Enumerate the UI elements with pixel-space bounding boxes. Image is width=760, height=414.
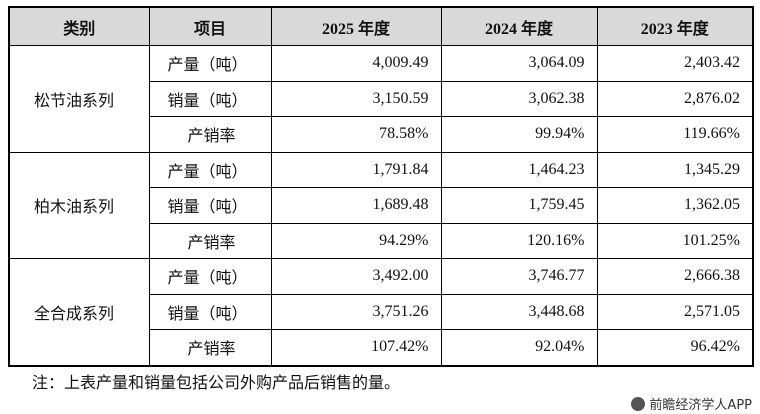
item-cell: 产销率	[148, 329, 272, 366]
table-row: 销量（吨） 1,689.48 1,759.45 1,362.05	[9, 187, 754, 224]
source-text: 前瞻经济学人APP	[649, 398, 752, 413]
note: 注：上表产量和销量包括公司外购产品后销售的量。	[32, 375, 401, 392]
category-cell: 全合成系列	[8, 258, 150, 366]
source: 前瞻经济学人APP	[631, 394, 752, 413]
value-cell: 1,345.29	[596, 151, 754, 188]
header-cell: 2025 年度	[270, 6, 442, 46]
item-cell: 产销率	[148, 116, 272, 153]
data-table: 类别 项目 2025 年度 2024 年度 2023 年度 松节油系列 产量（吨） 4,00…	[8, 6, 754, 367]
category-cell: 松节油系列	[8, 45, 150, 153]
category-cell: 柏木油系列	[8, 151, 150, 259]
item-cell: 销量（吨）	[148, 187, 272, 224]
table-row: 产销率 78.58% 99.94% 119.66%	[9, 116, 754, 153]
table-row: 产销率 107.42% 92.04% 96.42%	[9, 329, 754, 366]
value-cell: 3,150.59	[270, 80, 442, 117]
item-cell: 产量（吨）	[148, 258, 272, 295]
table-row: 销量（吨） 3,150.59 3,062.38 2,876.02	[9, 80, 754, 117]
table-row: 松节油系列 产量（吨） 4,009.49 3,064.09 2,403.42	[8, 45, 754, 153]
item-cell: 销量（吨）	[148, 80, 272, 117]
value-cell: 1,689.48	[270, 187, 442, 224]
header-cell: 2023 年度	[596, 6, 754, 46]
value-cell: 3,492.00	[270, 258, 442, 295]
value-cell: 96.42%	[596, 329, 754, 366]
value-cell: 1,464.23	[440, 151, 598, 188]
item-cell: 产量（吨）	[148, 151, 272, 188]
value-cell: 3,448.68	[440, 293, 598, 330]
table-row: 柏木油系列 产量（吨） 1,791.84 1,464.23 1,345.29	[8, 151, 754, 259]
header-cell: 项目	[148, 6, 272, 46]
header-cell: 2024 年度	[440, 6, 598, 46]
value-cell: 2,403.42	[596, 45, 754, 82]
value-cell: 107.42%	[270, 329, 442, 366]
value-cell: 119.66%	[596, 116, 754, 153]
value-cell: 101.25%	[596, 222, 754, 259]
value-cell: 3,062.38	[440, 80, 598, 117]
header-cell: 类别	[8, 6, 150, 46]
value-cell: 1,791.84	[270, 151, 442, 188]
value-cell: 1,362.05	[596, 187, 754, 224]
table-row: 产销率 94.29% 120.16% 101.25%	[9, 222, 754, 259]
header-row: 类别 项目 2025 年度 2024 年度 2023 年度	[8, 6, 754, 46]
item-cell: 产销率	[148, 222, 272, 259]
value-cell: 3,751.26	[270, 293, 442, 330]
value-cell: 3,064.09	[440, 45, 598, 82]
value-cell: 78.58%	[270, 116, 442, 153]
value-cell: 92.04%	[440, 329, 598, 366]
value-cell: 2,571.05	[596, 293, 754, 330]
value-cell: 3,746.77	[440, 258, 598, 295]
table-row: 全合成系列 产量（吨） 3,492.00 3,746.77 2,666.38	[8, 258, 754, 366]
value-cell: 1,759.45	[440, 187, 598, 224]
value-cell: 2,666.38	[596, 258, 754, 295]
table-row: 销量（吨） 3,751.26 3,448.68 2,571.05	[9, 293, 754, 330]
value-cell: 2,876.02	[596, 80, 754, 117]
item-cell: 销量（吨）	[148, 293, 272, 330]
value-cell: 120.16%	[440, 222, 598, 259]
value-cell: 4,009.49	[270, 45, 442, 82]
value-cell: 99.94%	[440, 116, 598, 153]
table-body: 松节油系列 产量（吨） 4,009.49 3,064.09 2,403.42 销量（吨） 3…	[8, 45, 754, 366]
value-cell: 94.29%	[270, 222, 442, 259]
item-cell: 产量（吨）	[148, 45, 272, 82]
logo-icon	[631, 396, 646, 411]
